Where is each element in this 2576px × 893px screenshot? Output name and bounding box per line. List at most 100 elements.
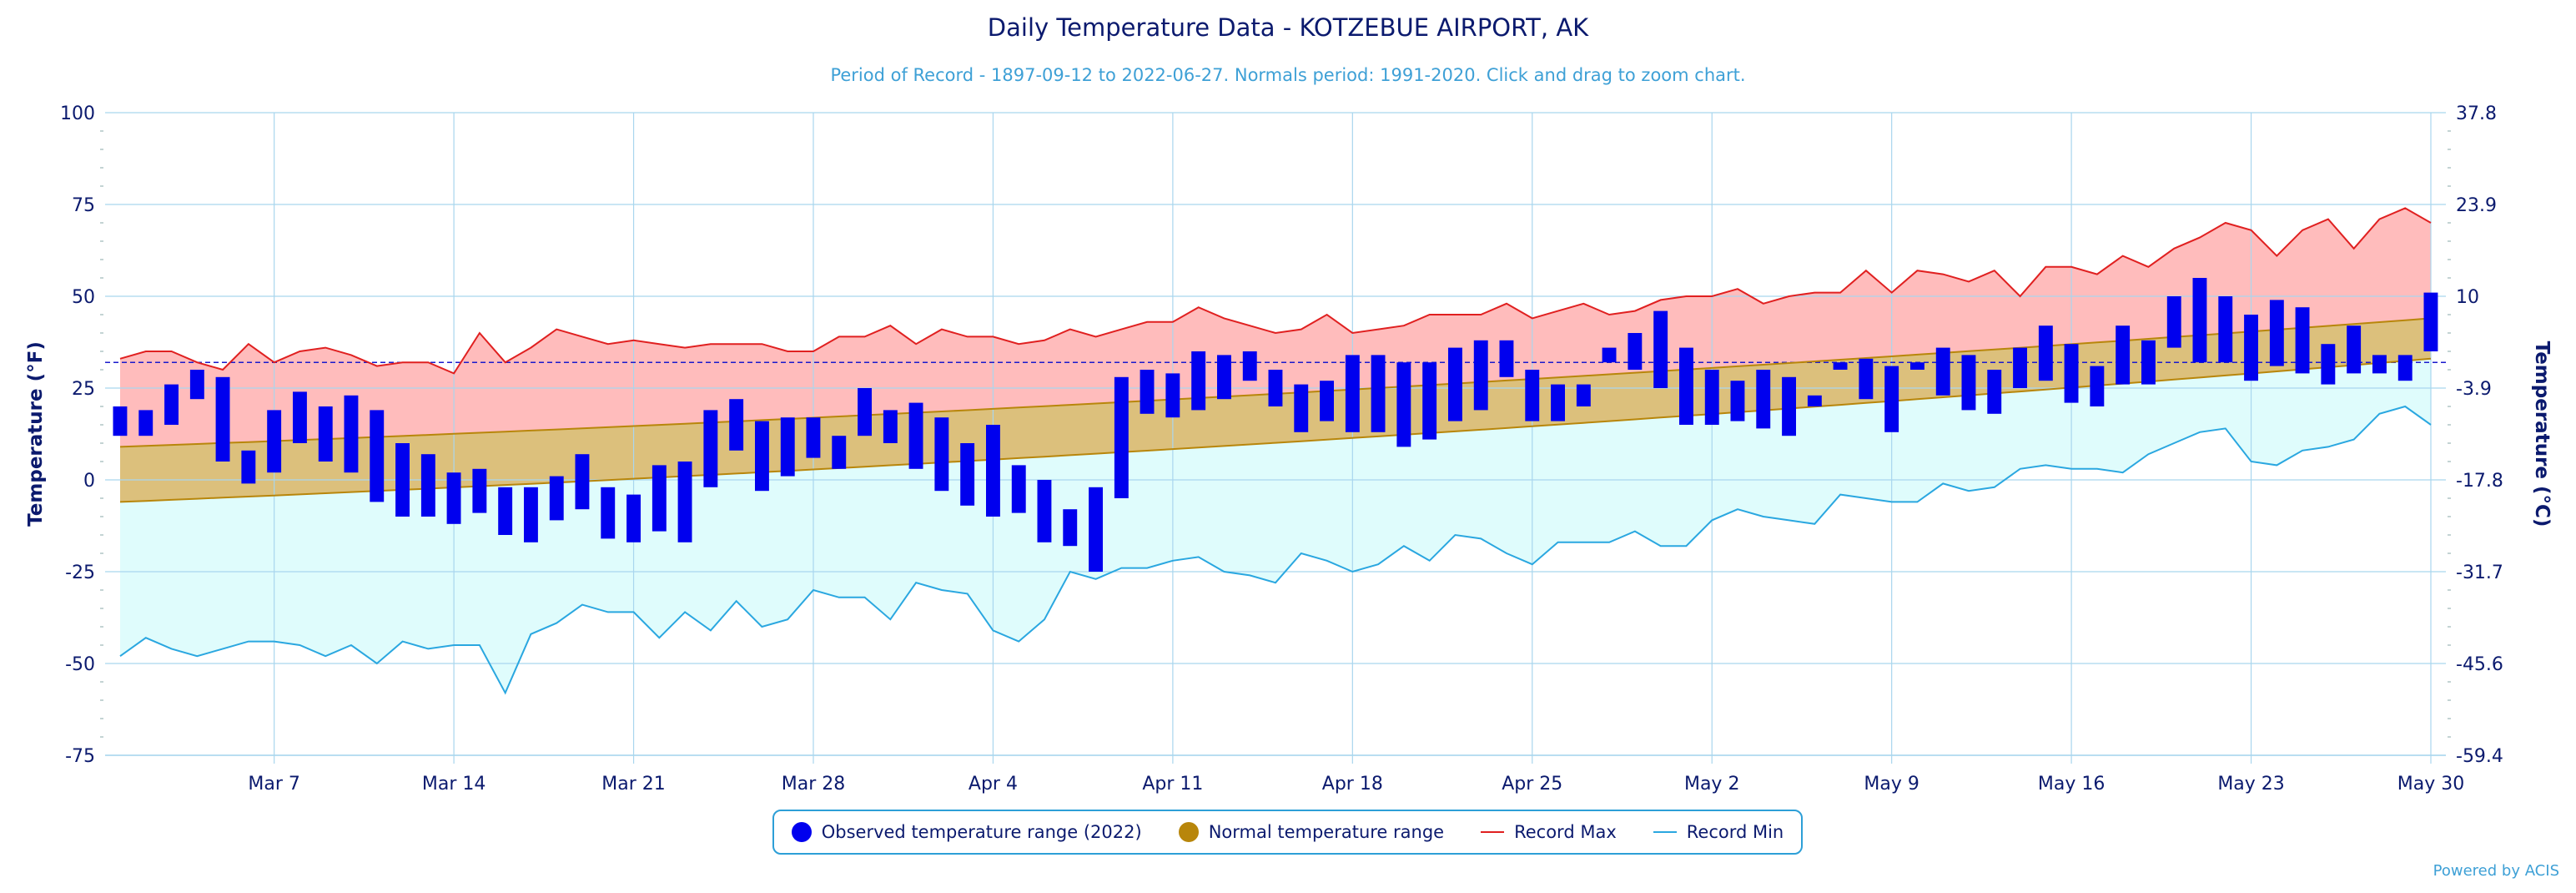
observed-range-bar[interactable]: [1371, 355, 1386, 432]
observed-range-bar[interactable]: [1473, 340, 1488, 411]
observed-range-bar[interactable]: [729, 399, 744, 451]
observed-range-bar[interactable]: [1396, 362, 1411, 447]
observed-range-bar[interactable]: [2295, 307, 2310, 374]
observed-range-bar[interactable]: [934, 417, 949, 492]
observed-range-bar[interactable]: [1217, 355, 1231, 400]
observed-range-bar[interactable]: [2141, 340, 2156, 385]
observed-range-bar[interactable]: [1756, 370, 1771, 429]
observed-range-bar[interactable]: [1448, 347, 1462, 421]
observed-range-bar[interactable]: [446, 472, 461, 524]
observed-range-bar[interactable]: [780, 417, 795, 477]
observed-range-bar[interactable]: [1859, 358, 1874, 400]
observed-range-bar[interactable]: [806, 417, 821, 458]
observed-range-bar[interactable]: [1602, 347, 1617, 363]
observed-range-bar[interactable]: [575, 454, 590, 510]
observed-range-bar[interactable]: [395, 443, 410, 517]
observed-range-bar[interactable]: [344, 395, 359, 473]
legend-item-observed[interactable]: Observed temperature range (2022): [791, 822, 1142, 842]
observed-range-bar[interactable]: [1011, 465, 1026, 513]
observed-range-bar[interactable]: [164, 384, 179, 425]
observed-range-bar[interactable]: [1114, 376, 1129, 498]
observed-range-bar[interactable]: [2038, 325, 2053, 381]
observed-range-bar[interactable]: [2218, 296, 2233, 363]
observed-range-bar[interactable]: [601, 487, 616, 539]
observed-range-bar[interactable]: [2090, 366, 2105, 406]
legend-item-record-max[interactable]: Record Max: [1481, 822, 1617, 842]
observed-range-bar[interactable]: [138, 410, 153, 436]
observed-range-bar[interactable]: [703, 410, 718, 487]
observed-range-bar[interactable]: [1140, 370, 1155, 414]
observed-range-bar[interactable]: [832, 436, 847, 469]
observed-range-bar[interactable]: [2064, 344, 2079, 403]
legend-item-normal[interactable]: Normal temperature range: [1178, 822, 1444, 842]
observed-range-bar[interactable]: [1782, 376, 1796, 436]
observed-range-bar[interactable]: [1935, 347, 1950, 396]
observed-range-bar[interactable]: [1910, 362, 1924, 370]
observed-range-bar[interactable]: [1679, 347, 1693, 425]
observed-range-bar[interactable]: [189, 370, 204, 400]
observed-range-bar[interactable]: [1987, 370, 2002, 414]
observed-range-bar[interactable]: [1320, 381, 1334, 421]
observed-range-bar[interactable]: [420, 454, 435, 517]
observed-range-bar[interactable]: [113, 406, 128, 436]
observed-range-bar[interactable]: [241, 450, 256, 484]
observed-range-bar[interactable]: [1730, 381, 1745, 421]
powered-by-credit[interactable]: Powered by ACIS: [2433, 862, 2559, 880]
observed-range-bar[interactable]: [1525, 370, 1540, 421]
observed-range-bar[interactable]: [1576, 384, 1591, 406]
observed-range-bar[interactable]: [472, 468, 487, 513]
observed-range-bar[interactable]: [1037, 480, 1052, 542]
observed-range-bar[interactable]: [755, 421, 769, 492]
observed-range-bar[interactable]: [1422, 362, 1437, 440]
observed-range-bar[interactable]: [1961, 355, 1976, 411]
observed-range-bar[interactable]: [215, 376, 230, 462]
observed-bars[interactable]: [113, 278, 2438, 572]
observed-range-bar[interactable]: [858, 388, 872, 436]
observed-range-bar[interactable]: [2192, 278, 2207, 363]
observed-range-bar[interactable]: [524, 487, 538, 542]
observed-range-bar[interactable]: [1884, 366, 1899, 432]
observed-range-bar[interactable]: [2397, 355, 2412, 381]
observed-range-bar[interactable]: [370, 410, 385, 502]
normal-marker-icon: [1178, 822, 1199, 842]
observed-range-bar[interactable]: [549, 476, 564, 521]
observed-range-bar[interactable]: [267, 410, 282, 473]
observed-range-bar[interactable]: [1653, 310, 1668, 388]
observed-range-bar[interactable]: [2244, 315, 2258, 381]
observed-range-bar[interactable]: [1242, 351, 1257, 381]
observed-range-bar[interactable]: [1191, 351, 1206, 411]
observed-range-bar[interactable]: [1063, 509, 1078, 547]
observed-range-bar[interactable]: [1089, 487, 1103, 572]
observed-range-bar[interactable]: [1165, 373, 1180, 418]
observed-range-bar[interactable]: [883, 410, 898, 443]
observed-range-bar[interactable]: [2166, 296, 2181, 348]
observed-range-bar[interactable]: [2372, 355, 2387, 374]
observed-range-bar[interactable]: [1807, 395, 1822, 406]
observed-range-bar[interactable]: [652, 465, 667, 532]
observed-range-bar[interactable]: [1833, 362, 1848, 370]
observed-range-bar[interactable]: [318, 406, 333, 462]
observed-range-bar[interactable]: [498, 487, 513, 535]
observed-range-bar[interactable]: [2423, 292, 2438, 351]
observed-range-bar[interactable]: [626, 494, 641, 542]
legend-item-record-min[interactable]: Record Min: [1653, 822, 1784, 842]
observed-range-bar[interactable]: [677, 462, 692, 542]
observed-range-bar[interactable]: [1628, 333, 1643, 370]
observed-range-bar[interactable]: [2269, 300, 2284, 366]
observed-range-bar[interactable]: [2321, 344, 2336, 385]
observed-range-bar[interactable]: [1551, 384, 1565, 421]
observed-range-bar[interactable]: [960, 443, 975, 506]
observed-range-bar[interactable]: [2013, 347, 2027, 388]
observed-range-bar[interactable]: [1704, 370, 1719, 425]
observed-range-bar[interactable]: [1294, 384, 1309, 432]
observed-range-bar[interactable]: [1345, 355, 1360, 432]
observed-range-bar[interactable]: [908, 402, 923, 469]
observed-range-bar[interactable]: [2116, 325, 2131, 385]
observed-range-bar[interactable]: [2347, 325, 2362, 374]
observed-range-bar[interactable]: [293, 391, 307, 443]
observed-range-bar[interactable]: [986, 425, 1000, 517]
observed-range-bar[interactable]: [1499, 340, 1514, 377]
observed-range-bar[interactable]: [1268, 370, 1283, 406]
